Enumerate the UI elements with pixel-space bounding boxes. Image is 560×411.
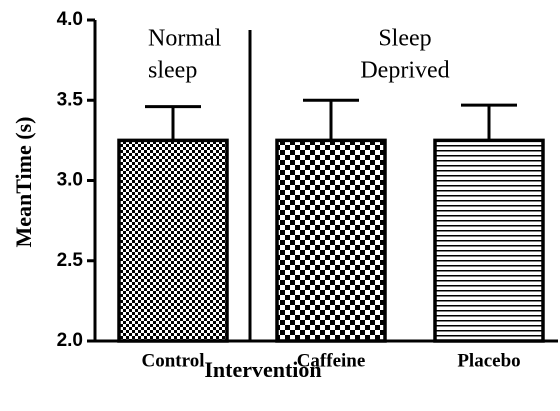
y-tick-label: 4.0 <box>57 9 83 30</box>
annotation: Deprived <box>360 58 449 84</box>
y-tick-label: 3.5 <box>57 89 84 110</box>
annotation: Sleep <box>378 26 431 52</box>
y-tick-label: 3.0 <box>57 170 83 191</box>
x-tick-label: Placebo <box>457 350 520 371</box>
annotation: sleep <box>148 58 197 84</box>
x-tick-label: Control <box>142 350 205 371</box>
y-tick-label: 2.0 <box>57 330 83 351</box>
bar <box>433 138 545 343</box>
annotation: Normal <box>148 26 222 52</box>
bar <box>117 138 229 343</box>
x-tick-label: Caffeine <box>297 350 366 371</box>
x-axis-label: Intervention <box>204 357 321 382</box>
bar <box>275 138 387 343</box>
y-tick-label: 2.5 <box>57 250 84 271</box>
y-axis-label: MeanTime (s) <box>11 117 36 248</box>
